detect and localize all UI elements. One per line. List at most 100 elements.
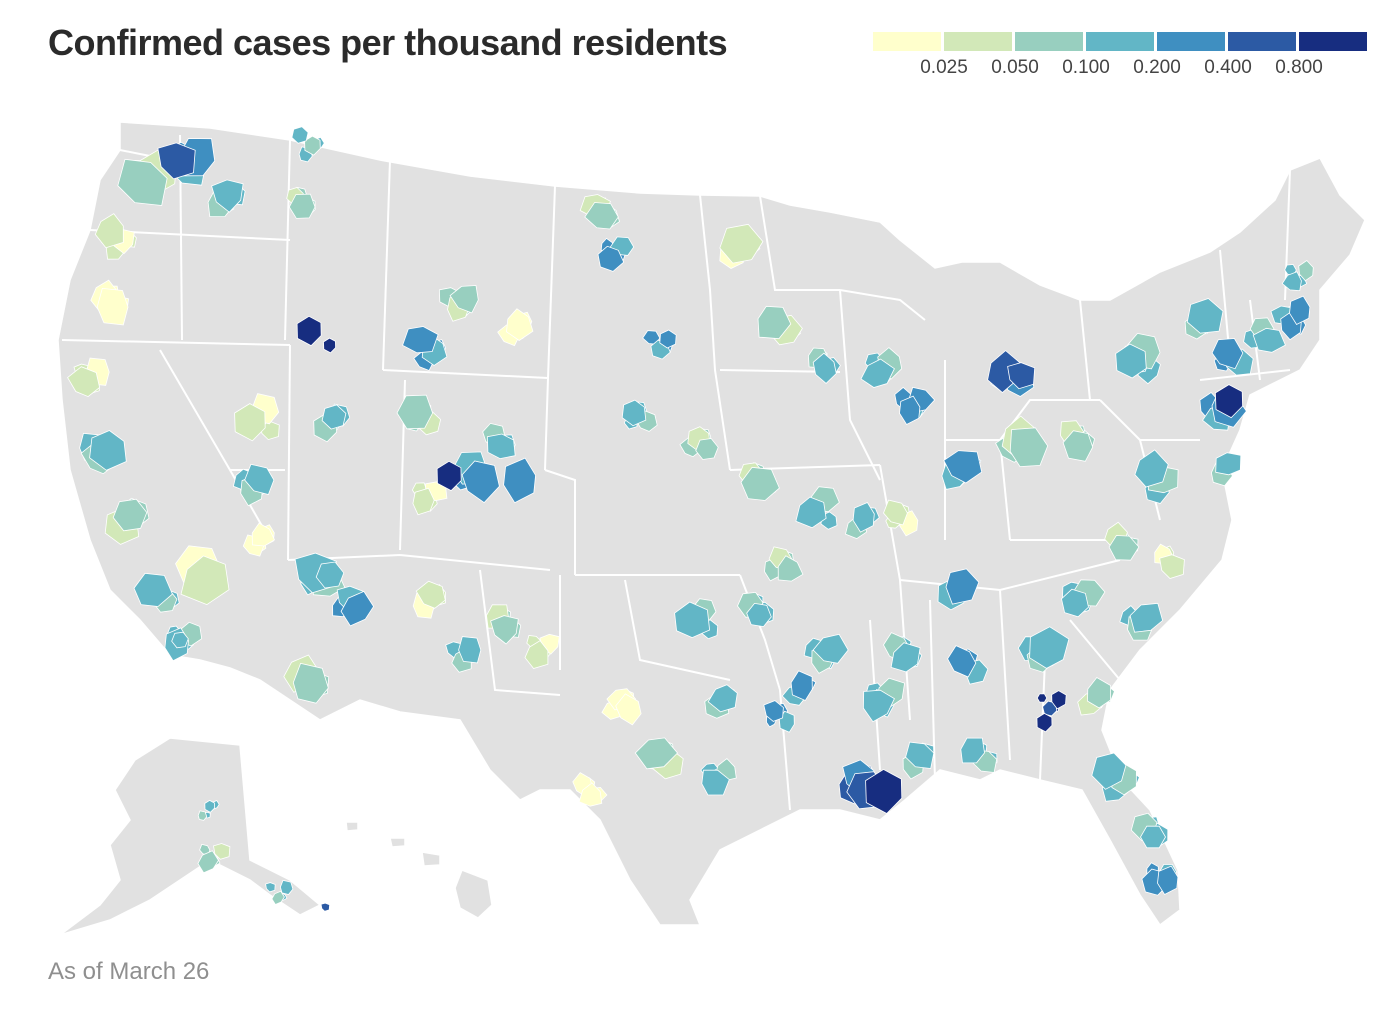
county-shape: [1108, 535, 1140, 561]
county-shape: [777, 555, 804, 582]
legend-swatch: [1299, 32, 1367, 51]
county-shape: [96, 287, 129, 326]
county-shape: [1129, 602, 1164, 633]
county-shape: [180, 555, 230, 606]
legend-swatch: [873, 32, 941, 51]
county-shape: [883, 499, 908, 526]
county-shape: [1009, 427, 1049, 468]
county-shape: [396, 394, 434, 430]
legend-tick-label: 0.050: [991, 57, 1039, 78]
county-shape: [674, 601, 711, 639]
county-shape: [812, 352, 837, 384]
county-shape: [279, 879, 294, 895]
county-shape: [947, 645, 977, 678]
legend-tick-label: 0.800: [1275, 57, 1323, 78]
legend-ticks: 0.025 0.050 0.100 0.200 0.400 0.800: [873, 57, 1367, 79]
county-shape: [1211, 338, 1244, 370]
county-shape: [133, 572, 173, 607]
county-shape: [506, 308, 534, 341]
legend-swatch: [944, 32, 1012, 51]
legend-swatches: [873, 32, 1367, 51]
contiguous-us-land: [57, 121, 1366, 927]
legend-swatch: [1015, 32, 1083, 51]
county-shape: [486, 433, 516, 460]
county-shape: [197, 810, 208, 821]
county-shape: [117, 158, 168, 206]
hotspot-denver-area: [503, 457, 537, 504]
map-title: Confirmed cases per thousand residents: [48, 22, 728, 63]
county-shape: [1087, 676, 1112, 709]
county-shape: [634, 737, 679, 770]
county-shape: [288, 193, 316, 219]
county-shape: [67, 366, 101, 398]
county-shape: [707, 684, 738, 713]
hotspot-hawaii-maui: [320, 902, 331, 912]
county-shape: [757, 305, 792, 340]
county-shape: [597, 245, 625, 272]
county-shape: [204, 799, 215, 813]
county-shape: [415, 580, 446, 609]
county-shape: [244, 463, 275, 495]
county-shape: [584, 202, 619, 230]
county-shape: [291, 126, 309, 144]
county-shape: [812, 633, 849, 664]
county-shape: [659, 329, 677, 349]
legend-tick-label: 0.025: [920, 57, 968, 78]
legend-tick-label: 0.100: [1062, 57, 1110, 78]
hawaii-oahu: [389, 837, 406, 848]
alaska-land: [59, 737, 322, 936]
county-shape: [1061, 588, 1089, 618]
county-shape: [1036, 693, 1048, 703]
county-shape: [1051, 690, 1067, 710]
county-shape: [795, 496, 827, 529]
hotspot-new-orleans: [865, 768, 903, 814]
county-shape: [449, 285, 479, 314]
hotspot-new-york-city: [1214, 384, 1244, 419]
hotspot-seattle-area: [157, 142, 196, 180]
hotspot-chicago-area: [899, 395, 921, 426]
legend-tick-label: 0.400: [1204, 57, 1252, 78]
county-shape: [1029, 626, 1070, 669]
county-shape: [621, 399, 647, 427]
hawaii-big-island: [454, 869, 493, 919]
legend-tick-label: 0.200: [1133, 57, 1181, 78]
county-shape: [321, 404, 347, 430]
as-of-date: As of March 26: [48, 958, 210, 985]
county-shape: [1252, 327, 1286, 353]
legend-swatch: [1157, 32, 1225, 51]
county-shape: [490, 615, 519, 645]
county-shape: [862, 689, 895, 723]
county-shape: [852, 501, 875, 533]
county-shape: [1062, 430, 1094, 462]
county-shape: [740, 466, 780, 501]
hotspot-summit-colorado: [436, 460, 462, 492]
county-shape: [1134, 449, 1169, 488]
county-shape: [695, 438, 719, 460]
hotspot-detroit-area: [1007, 362, 1036, 390]
county-shape: [271, 890, 285, 906]
county-shape: [112, 498, 148, 532]
county-shape: [402, 326, 439, 354]
county-shape: [1186, 298, 1224, 334]
hotspot-blaine-county-idaho: [323, 337, 337, 354]
county-shape: [943, 450, 983, 484]
county-shape: [1115, 343, 1147, 379]
county-shape: [213, 843, 231, 860]
county-shape: [1159, 554, 1185, 579]
county-shape: [945, 568, 980, 605]
hotspot-albany-georgia: [1036, 712, 1053, 733]
county-shape: [719, 223, 764, 264]
hawaii-kauai: [345, 821, 359, 832]
land-layer: [57, 121, 1366, 936]
county-shape: [251, 522, 276, 547]
color-legend: 0.025 0.050 0.100 0.200 0.400 0.800: [873, 32, 1367, 82]
county-shape: [94, 213, 124, 249]
county-shape: [860, 358, 895, 388]
county-shape: [234, 403, 266, 442]
county-shape: [763, 700, 784, 722]
county-shape: [265, 882, 276, 893]
county-shape: [524, 640, 549, 669]
county-shape: [1215, 452, 1242, 476]
county-shape: [340, 590, 375, 627]
legend-swatch: [1228, 32, 1296, 51]
